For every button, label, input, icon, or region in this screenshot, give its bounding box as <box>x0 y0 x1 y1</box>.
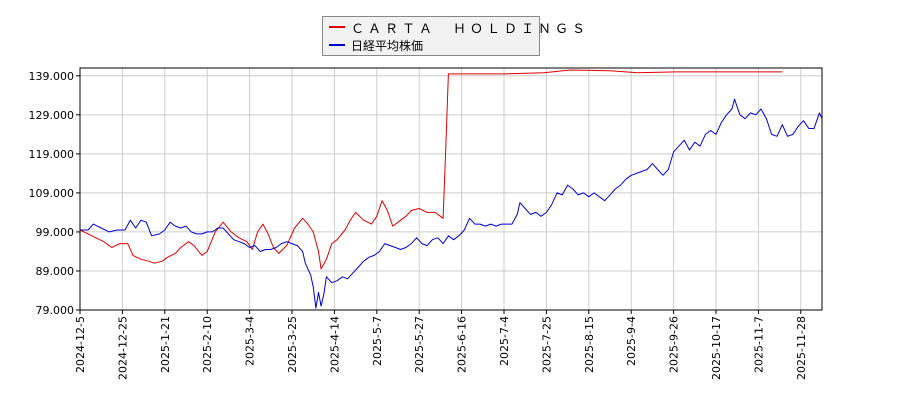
x-tick-label: 2025-3-25 <box>286 316 299 373</box>
x-axis: 2024-12-5 2024-12-25 2025-1-21 2025-2-10 202… <box>74 310 808 380</box>
x-tick-label: 2025-8-15 <box>583 316 596 373</box>
y-tick-label: 79.000 <box>36 304 75 317</box>
y-axis: 139.000 129.000 119.000 109.000 99.000 89.000… <box>29 70 80 317</box>
y-tick-label: 129.000 <box>29 109 75 122</box>
series-line-carta <box>79 69 783 270</box>
legend: ＣＡＲＴＡ ＨＯＬＤＩＮＧＳ 日経平均株価 <box>322 16 585 56</box>
x-tick-label: 2025-7-4 <box>498 316 511 366</box>
x-tick-label: 2025-1-21 <box>159 316 172 373</box>
legend-label-carta: ＣＡＲＴＡ ＨＯＬＤＩＮＧＳ <box>351 21 590 37</box>
x-tick-label: 2024-12-25 <box>116 316 129 380</box>
grid-lines <box>79 68 822 311</box>
y-tick-label: 89.000 <box>36 265 75 278</box>
x-tick-label: 2025-11-28 <box>795 316 808 380</box>
x-tick-label: 2025-10-17 <box>710 316 723 380</box>
legend-item-carta: ＣＡＲＴＡ ＨＯＬＤＩＮＧＳ <box>329 18 590 37</box>
x-tick-label: 2024-12-5 <box>74 316 87 373</box>
x-tick-label: 2025-2-10 <box>201 316 214 373</box>
x-tick-label: 2025-5-7 <box>371 316 384 366</box>
legend-swatch-carta <box>329 26 345 28</box>
y-tick-label: 119.000 <box>29 148 75 161</box>
x-tick-label: 2025-3-4 <box>244 316 257 366</box>
x-tick-label: 2025-9-26 <box>668 316 681 373</box>
legend-item-nikkei: 日経平均株価 <box>329 36 423 54</box>
y-tick-label: 139.000 <box>29 70 75 83</box>
x-tick-label: 2025-4-14 <box>328 316 341 373</box>
legend-swatch-nikkei <box>329 44 345 46</box>
plot-frame <box>79 67 823 311</box>
x-tick-label: 2025-11-7 <box>752 316 765 373</box>
legend-label-nikkei: 日経平均株価 <box>351 38 424 53</box>
y-tick-label: 109.000 <box>29 187 75 200</box>
series-lines <box>79 69 823 309</box>
y-tick-label: 99.000 <box>36 226 75 239</box>
series-line-nikkei <box>80 98 823 309</box>
x-tick-label: 2025-7-25 <box>540 316 553 373</box>
x-tick-label: 2025-6-16 <box>456 316 469 373</box>
x-tick-label: 2025-9-4 <box>625 316 638 366</box>
x-tick-label: 2025-5-27 <box>413 316 426 373</box>
